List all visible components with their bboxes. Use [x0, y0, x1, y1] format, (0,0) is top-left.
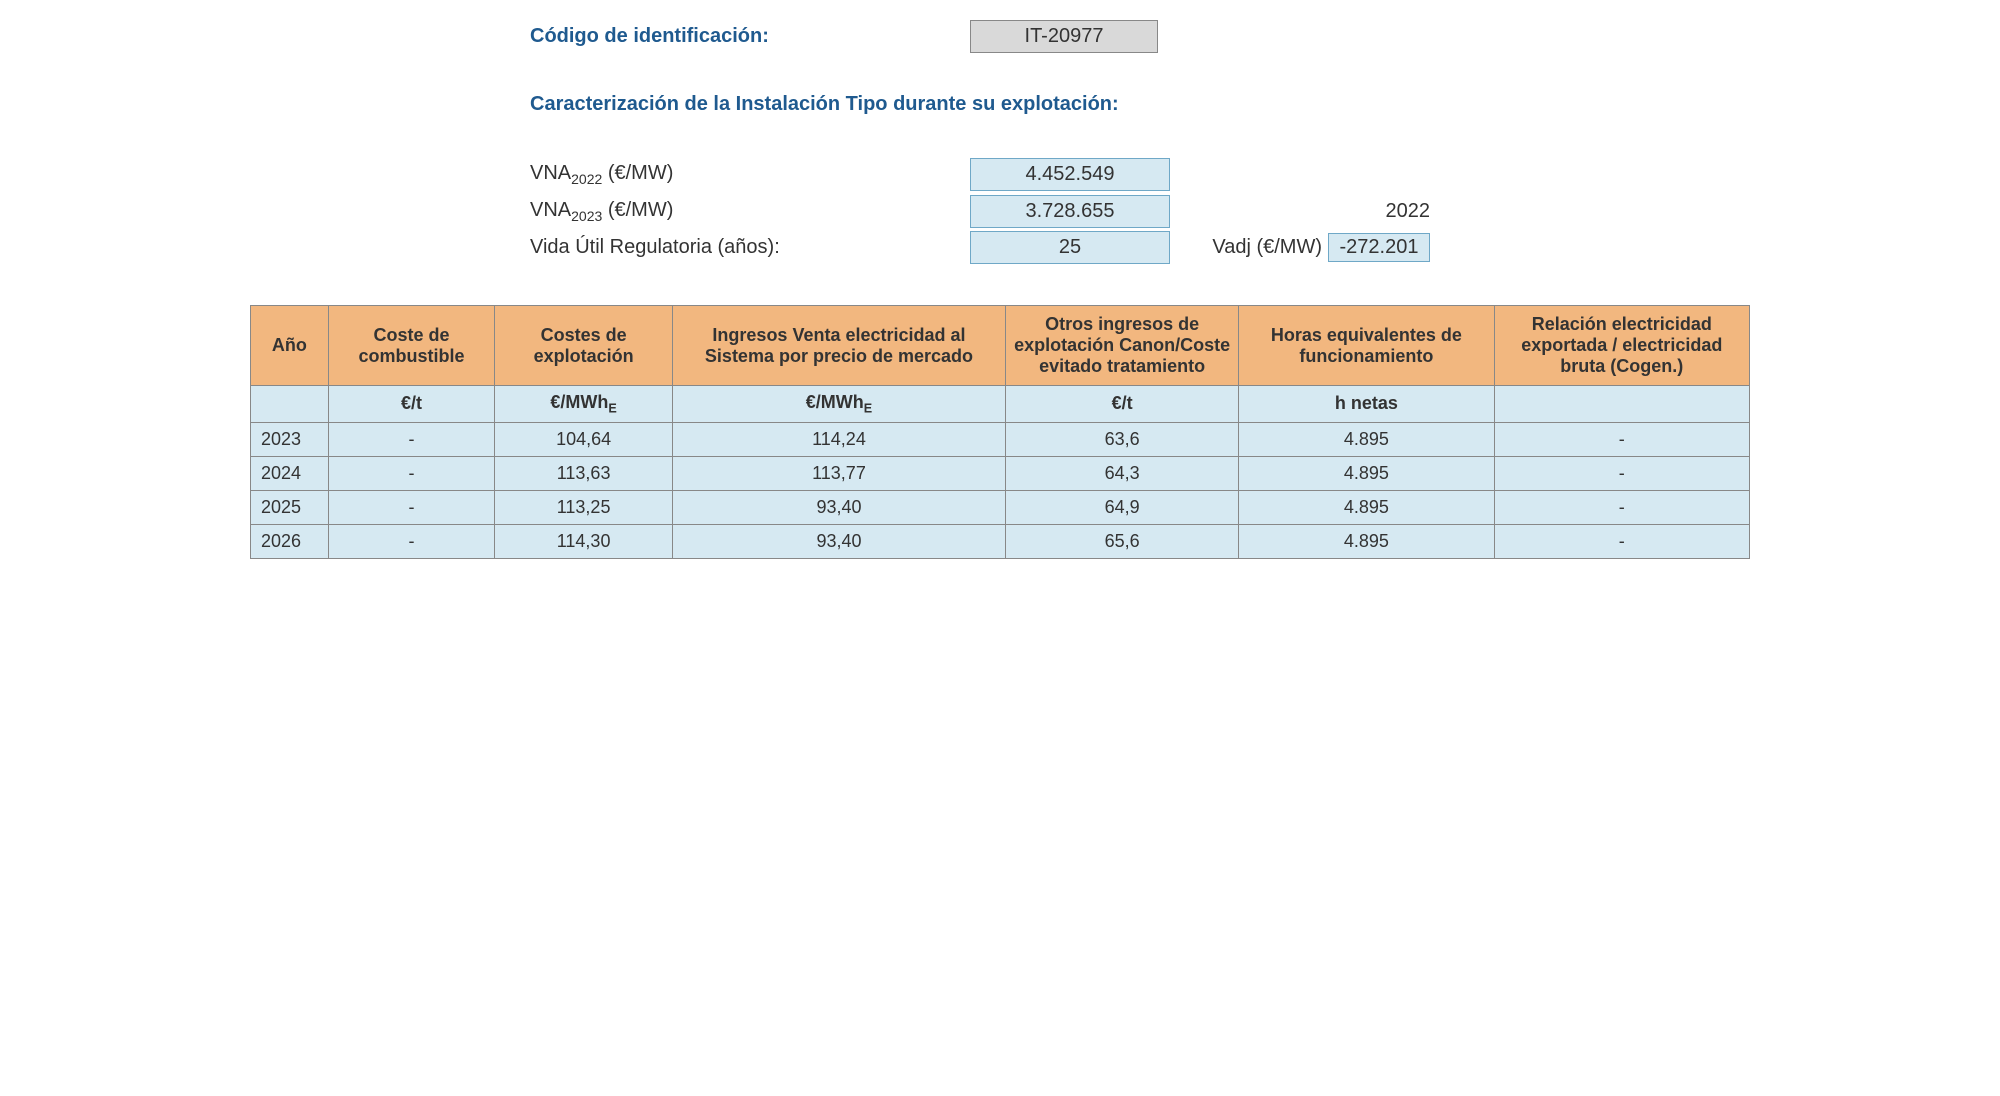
table-row: 2025-113,2593,4064,94.895-	[251, 490, 1750, 524]
vna2023-label: VNA2023 (€/MW)	[530, 193, 970, 230]
cell-rev: 93,40	[672, 524, 1005, 558]
col-other: Otros ingresos de explotación Canon/Cost…	[1006, 306, 1239, 386]
cell-op: 104,64	[495, 422, 673, 456]
vadj-value: -272.201	[1328, 233, 1430, 262]
id-label: Código de identificación:	[530, 25, 970, 48]
cell-rev: 114,24	[672, 422, 1005, 456]
vna2022-label: VNA2022 (€/MW)	[530, 156, 970, 193]
col-ratio: Relación electricidad exportada / electr…	[1494, 306, 1749, 386]
cell-op: 113,25	[495, 490, 673, 524]
cell-hours: 4.895	[1239, 524, 1494, 558]
cell-year: 2023	[251, 422, 329, 456]
table-row: 2023-104,64114,2463,64.895-	[251, 422, 1750, 456]
cell-other: 63,6	[1006, 422, 1239, 456]
cell-other: 65,6	[1006, 524, 1239, 558]
cell-ratio: -	[1494, 490, 1749, 524]
params-grid: VNA2022 (€/MW) 4.452.549 VNA2023 (€/MW) …	[530, 156, 1750, 265]
unit-year	[251, 386, 329, 423]
col-hours: Horas equivalentes de funcionamiento	[1239, 306, 1494, 386]
table-header-row: Año Coste de combustible Costes de explo…	[251, 306, 1750, 386]
cell-hours: 4.895	[1239, 456, 1494, 490]
cell-fuel: -	[328, 524, 495, 558]
cell-ratio: -	[1494, 422, 1749, 456]
cell-hours: 4.895	[1239, 422, 1494, 456]
unit-other: €/t	[1006, 386, 1239, 423]
year-header: 2022	[1386, 200, 1431, 223]
col-op: Costes de explotación	[495, 306, 673, 386]
cell-ratio: -	[1494, 524, 1749, 558]
cell-year: 2025	[251, 490, 329, 524]
col-fuel: Coste de combustible	[328, 306, 495, 386]
vadj-label: Vadj (€/MW)	[1212, 236, 1322, 259]
section-title: Caracterización de la Instalación Tipo d…	[530, 93, 1119, 115]
cell-fuel: -	[328, 490, 495, 524]
cell-fuel: -	[328, 456, 495, 490]
unit-rev: €/MWhE	[672, 386, 1005, 423]
cell-hours: 4.895	[1239, 490, 1494, 524]
table-row: 2024-113,63113,7764,34.895-	[251, 456, 1750, 490]
vna2023-value: 3.728.655	[970, 195, 1170, 228]
table-row: 2026-114,3093,4065,64.895-	[251, 524, 1750, 558]
cell-other: 64,9	[1006, 490, 1239, 524]
vida-value: 25	[970, 231, 1170, 264]
cell-op: 113,63	[495, 456, 673, 490]
cell-fuel: -	[328, 422, 495, 456]
col-year: Año	[251, 306, 329, 386]
vna2022-value: 4.452.549	[970, 158, 1170, 191]
table-units-row: €/t €/MWhE €/MWhE €/t h netas	[251, 386, 1750, 423]
cell-rev: 93,40	[672, 490, 1005, 524]
cell-rev: 113,77	[672, 456, 1005, 490]
unit-fuel: €/t	[328, 386, 495, 423]
unit-hours: h netas	[1239, 386, 1494, 423]
unit-ratio	[1494, 386, 1749, 423]
id-value-box: IT-20977	[970, 20, 1158, 53]
cell-year: 2026	[251, 524, 329, 558]
col-rev: Ingresos Venta electricidad al Sistema p…	[672, 306, 1005, 386]
cell-year: 2024	[251, 456, 329, 490]
cell-op: 114,30	[495, 524, 673, 558]
unit-op: €/MWhE	[495, 386, 673, 423]
data-table: Año Coste de combustible Costes de explo…	[250, 305, 1750, 559]
cell-other: 64,3	[1006, 456, 1239, 490]
vida-label: Vida Útil Regulatoria (años):	[530, 230, 970, 265]
cell-ratio: -	[1494, 456, 1749, 490]
